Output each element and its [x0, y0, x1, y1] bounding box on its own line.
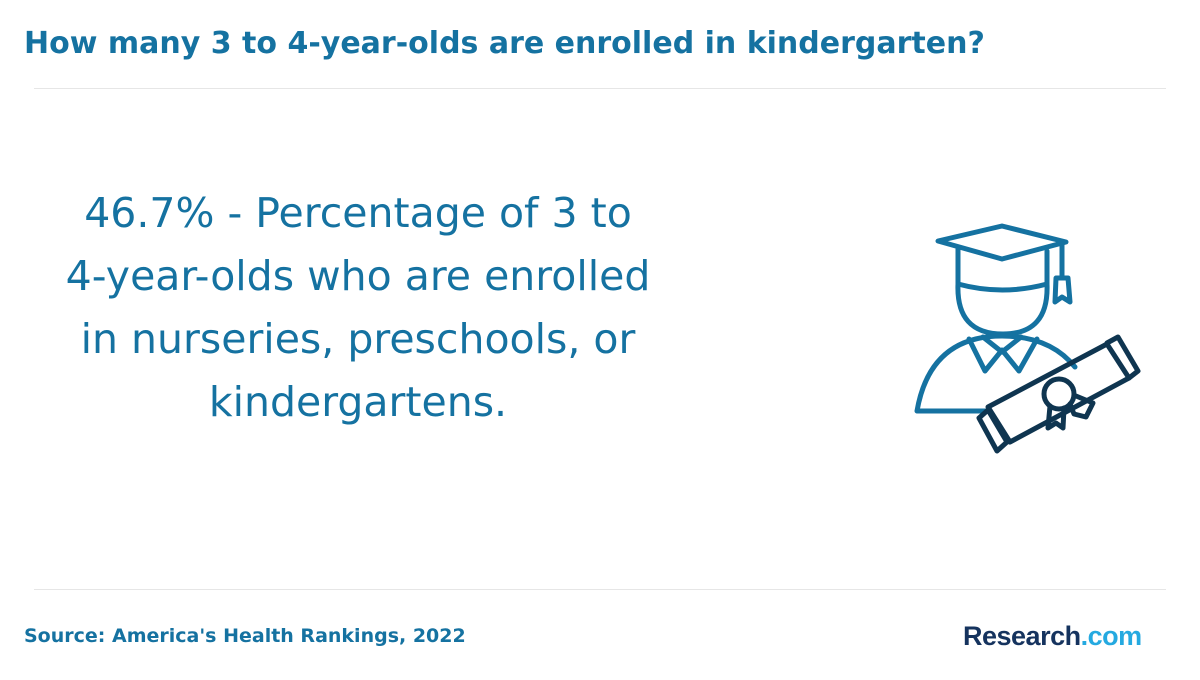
graduate-figure — [914, 223, 1078, 414]
logo-brand: Research — [963, 621, 1081, 651]
diploma-scroll — [976, 334, 1141, 454]
page-title: How many 3 to 4-year-olds are enrolled i… — [24, 26, 985, 61]
bottom-divider — [34, 589, 1166, 590]
source-citation: Source: America's Health Rankings, 2022 — [24, 625, 466, 647]
graduate-with-diploma-icon — [914, 223, 1141, 454]
stat-text: 46.7% - Percentage of 3 to 4-year-olds w… — [65, 189, 651, 426]
research-com-logo: Research.com — [963, 618, 1142, 654]
logo-tld: .com — [1080, 621, 1143, 651]
top-divider — [34, 88, 1166, 89]
